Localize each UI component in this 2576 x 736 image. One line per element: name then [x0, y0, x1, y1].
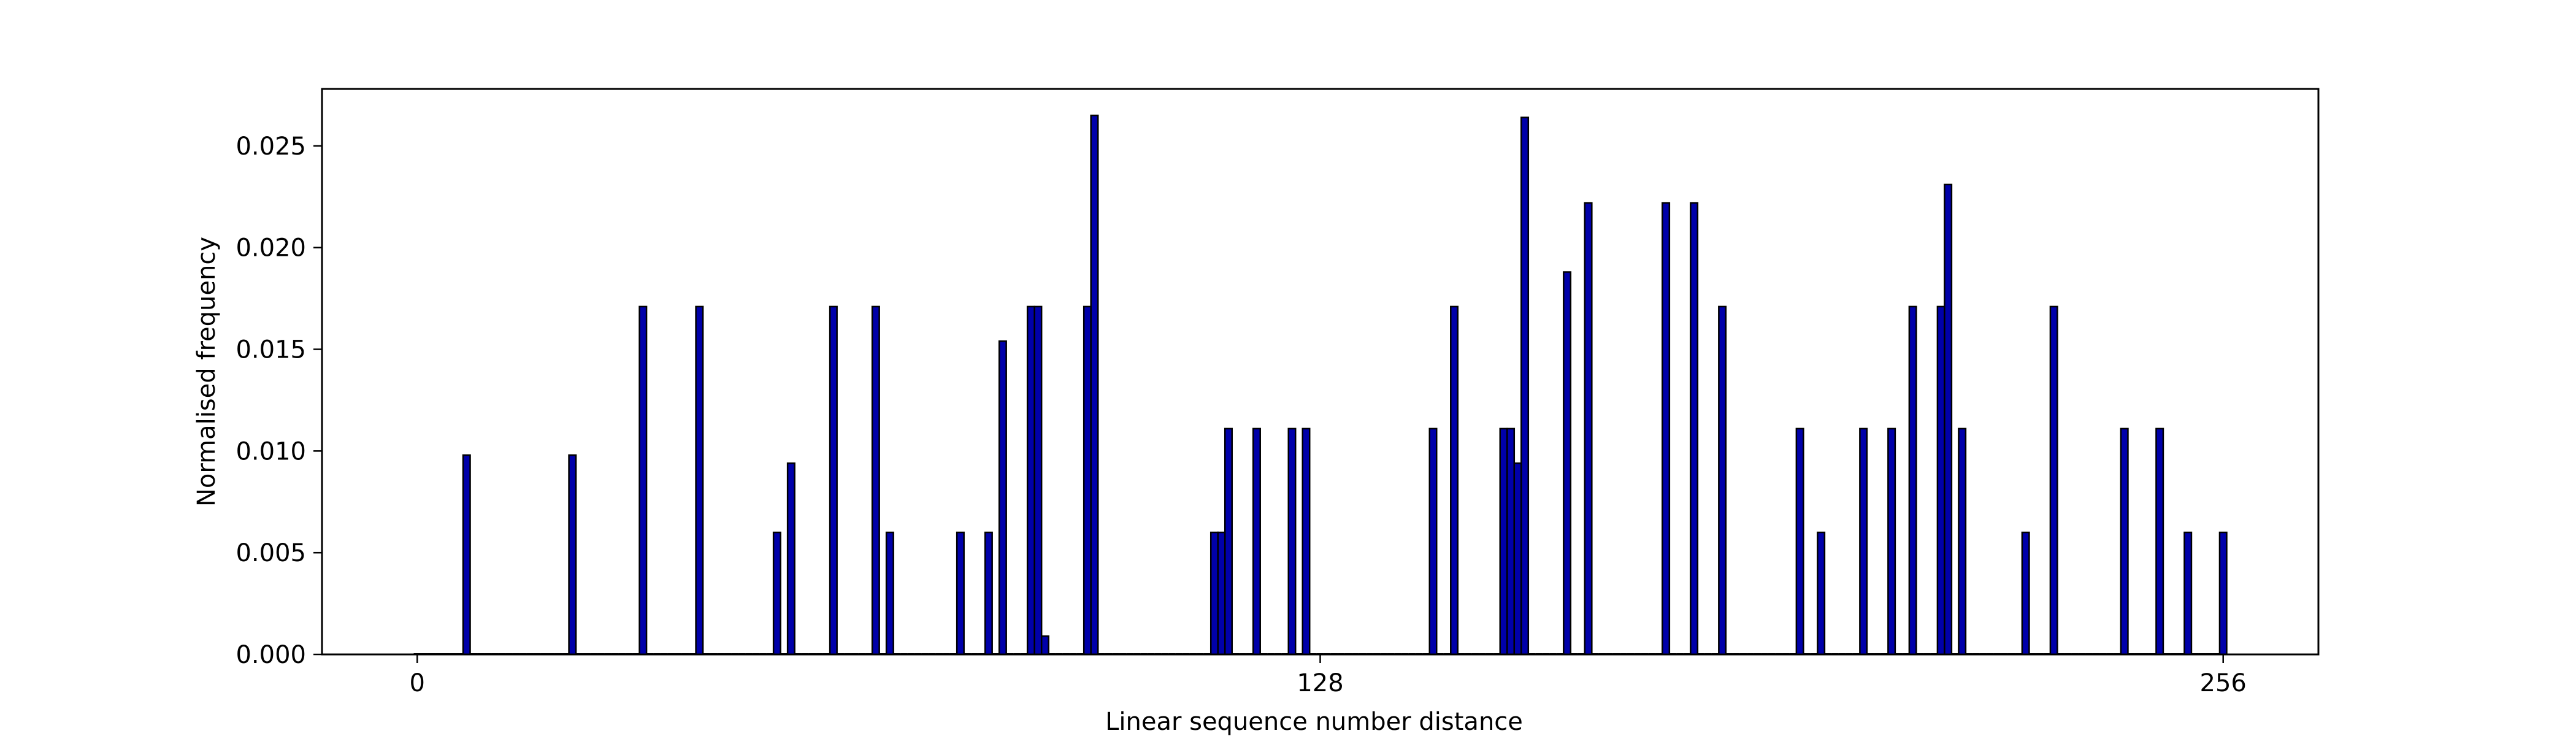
bar — [695, 305, 704, 656]
bar — [1224, 427, 1233, 656]
bar — [1450, 305, 1459, 656]
bar — [1887, 427, 1896, 656]
bar — [885, 531, 894, 656]
bar — [1506, 427, 1516, 656]
bar — [1817, 531, 1826, 656]
bar — [1958, 427, 1967, 656]
bar — [1584, 202, 1593, 656]
bar — [2120, 427, 2129, 656]
bar — [1513, 462, 1522, 656]
bar — [1209, 531, 1219, 656]
bar — [1090, 114, 1099, 656]
bar — [1718, 305, 1727, 656]
bar — [1795, 427, 1804, 656]
bar — [1033, 305, 1043, 656]
x-tick-label: 0 — [410, 669, 425, 697]
y-tick-label: 0.015 — [236, 336, 306, 364]
bar — [2021, 531, 2030, 656]
bar — [568, 454, 577, 656]
y-axis-label: Normalised frequency — [193, 237, 221, 507]
y-tick-label: 0.010 — [236, 437, 306, 466]
bar — [1428, 427, 1438, 656]
bar — [1287, 427, 1297, 656]
bar — [2183, 531, 2193, 656]
bar — [1083, 305, 1092, 656]
bar — [772, 531, 781, 656]
bar — [829, 305, 838, 656]
x-tick-label: 128 — [1297, 669, 1343, 697]
y-tick-label: 0.005 — [236, 539, 306, 567]
bar — [1908, 305, 1917, 656]
bar — [1936, 305, 1945, 656]
bar — [1026, 305, 1035, 656]
bars-layer — [462, 114, 2228, 656]
bar — [786, 462, 795, 656]
bar — [1301, 427, 1311, 656]
x-axis-label: Linear sequence number distance — [1105, 708, 1523, 736]
bar — [462, 454, 471, 656]
y-tick-label: 0.025 — [236, 132, 306, 161]
y-tick-label: 0.000 — [236, 641, 306, 669]
bar — [1944, 183, 1953, 656]
bar — [1690, 202, 1699, 656]
bar — [1252, 427, 1261, 656]
x-tick-label: 256 — [2200, 669, 2247, 697]
bar — [1499, 427, 1508, 656]
ticks-layer: 0 128 256 0.000 0.005 0.010 0.015 0.020 0.025 — [236, 132, 2246, 697]
bar — [1563, 271, 1572, 656]
bar — [2155, 427, 2164, 656]
bar — [1662, 202, 1671, 656]
bar — [956, 531, 965, 656]
bar — [984, 531, 993, 656]
bar — [638, 305, 648, 656]
bar — [871, 305, 880, 656]
bar — [1520, 117, 1530, 656]
bar — [2049, 305, 2058, 656]
bar — [1217, 531, 1226, 656]
plot-frame — [321, 88, 2320, 656]
bar — [1859, 427, 1868, 656]
bar — [998, 340, 1007, 656]
bar — [1040, 635, 1049, 656]
bar — [2218, 531, 2228, 656]
y-tick-label: 0.020 — [236, 234, 306, 263]
